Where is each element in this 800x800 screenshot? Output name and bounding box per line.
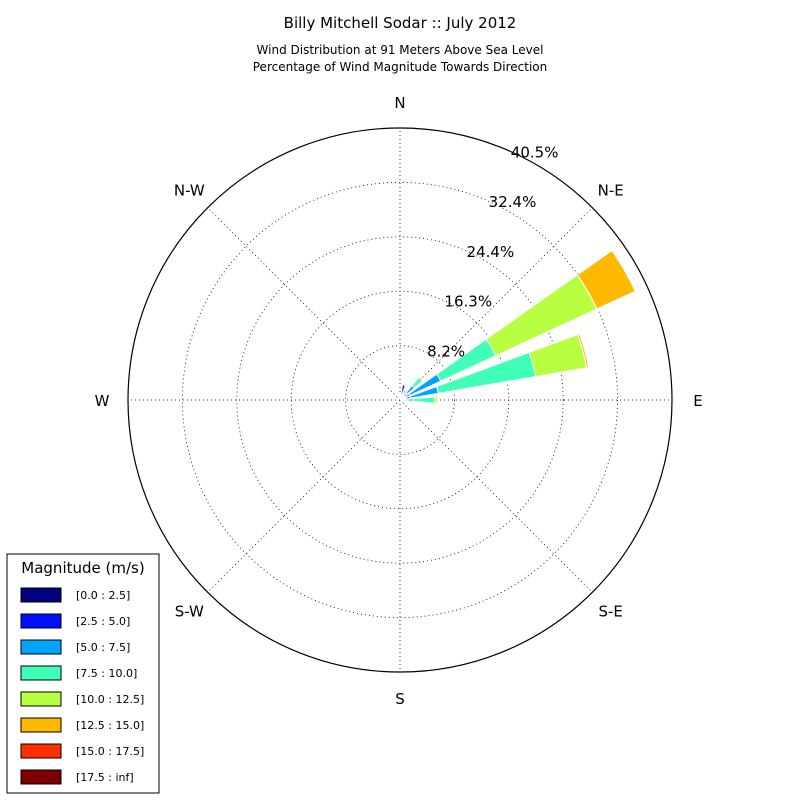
bar-segment-0-3 <box>412 396 436 404</box>
polar-grid <box>128 128 672 672</box>
radial-tick-label: 32.4% <box>489 193 537 211</box>
legend-swatch <box>20 717 62 733</box>
radial-gridline <box>399 207 593 401</box>
legend-label: [2.5 : 5.0] <box>76 615 130 628</box>
legend-swatch <box>20 613 62 629</box>
radial-tick-label: 40.5% <box>511 144 559 162</box>
radial-tick-labels: 8.2% 16.3% 24.4% 32.4% 40.5% <box>427 144 558 361</box>
radial-tick-label: 8.2% <box>427 342 465 360</box>
polar-frame <box>127 127 673 673</box>
chart-subtitle-line-2: Percentage of Wind Magnitude Towards Dir… <box>253 60 547 74</box>
bar-segment-6-1 <box>398 394 402 398</box>
radial-gridline <box>207 207 401 401</box>
legend-swatch <box>20 769 62 785</box>
legend-label: [0.0 : 2.5] <box>76 589 130 602</box>
legend-swatch <box>20 691 62 707</box>
chart-title: Billy Mitchell Sodar :: July 2012 <box>284 14 517 32</box>
legend-label: [10.0 : 12.5] <box>76 693 144 706</box>
legend-label: [7.5 : 10.0] <box>76 667 137 680</box>
legend: Magnitude (m/s) [0.0 : 2.5] [2.5 : 5.0] [5… <box>6 553 160 794</box>
legend-title: Magnitude (m/s) <box>21 559 144 577</box>
direction-label: E <box>693 392 702 410</box>
direction-label: N-E <box>598 181 624 199</box>
legend-label: [17.5 : inf] <box>76 771 134 784</box>
direction-label: S-W <box>175 603 204 621</box>
ring-gridline <box>345 345 455 455</box>
chart-subtitle-line-1: Wind Distribution at 91 Meters Above Sea… <box>257 43 544 57</box>
direction-label: N-W <box>174 181 205 199</box>
legend-swatch <box>20 587 62 603</box>
legend-swatch <box>20 639 62 655</box>
bar-segment-3-4 <box>418 375 425 382</box>
legend-swatch <box>20 743 62 759</box>
bar-segment-1-4 <box>528 333 588 378</box>
direction-labels: E N-E N N-W W S-W S S-E <box>95 94 703 708</box>
direction-label: S <box>395 690 405 708</box>
ring-gridline <box>290 290 510 510</box>
radial-tick-label: 16.3% <box>444 293 492 311</box>
wind-bars <box>398 249 636 404</box>
radial-tick-label: 24.4% <box>467 243 515 261</box>
direction-label: N <box>394 94 405 112</box>
radial-gridline <box>207 399 401 593</box>
bar-segment-4-3 <box>403 388 408 392</box>
legend-items: [0.0 : 2.5] [2.5 : 5.0] [5.0 : 7.5] [7.5 : … <box>20 587 144 785</box>
bar-segment-7-3 <box>403 400 407 403</box>
legend-label: [5.0 : 7.5] <box>76 641 130 654</box>
legend-label: [15.0 : 17.5] <box>76 745 144 758</box>
direction-label: W <box>95 392 110 410</box>
direction-label: S-E <box>599 603 623 621</box>
bar-segment-1-6 <box>578 333 590 368</box>
bar-segment-2-5 <box>576 249 636 310</box>
legend-label: [12.5 : 15.0] <box>76 719 144 732</box>
ring-gridline <box>236 236 564 564</box>
bar-segment-0-4 <box>434 396 439 404</box>
radial-gridline <box>399 399 593 593</box>
legend-swatch <box>20 665 62 681</box>
ring-gridline <box>181 181 619 619</box>
bar-segment-5-2 <box>402 383 407 387</box>
